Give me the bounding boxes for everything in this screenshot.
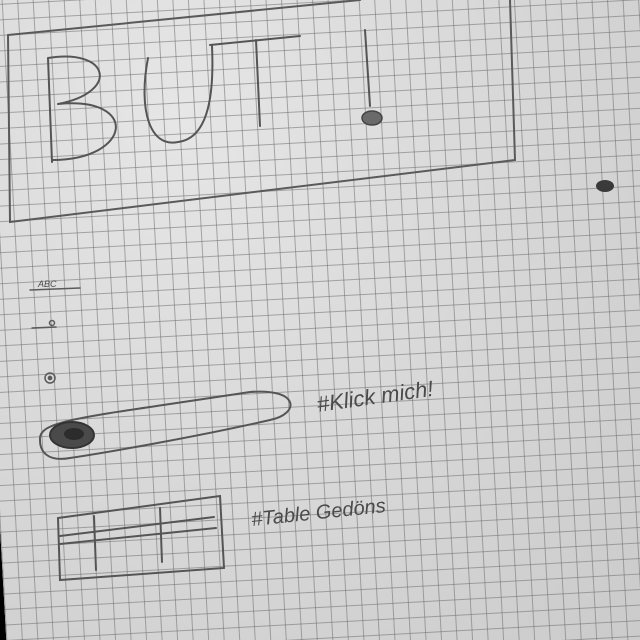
table-annotation: #Table Gedöns <box>250 495 386 531</box>
radio-underline <box>31 326 57 329</box>
pill-knob-shine <box>64 428 84 440</box>
small-circle-sketch <box>48 319 56 327</box>
small-widgets <box>29 287 81 384</box>
checkbox-underline <box>29 287 81 291</box>
radio-button-dot <box>47 375 53 381</box>
letter-exclamation <box>364 29 371 107</box>
letter-u <box>143 45 214 144</box>
exclamation-dot <box>361 110 383 126</box>
input-annotation: #Klick mich! <box>315 376 435 417</box>
radio-button-sketch <box>44 372 56 384</box>
button-lettering <box>47 29 371 163</box>
pill-input-sketch <box>38 390 292 460</box>
button-frame-top <box>7 0 361 36</box>
checkbox-label: ABC <box>37 279 57 289</box>
binder-hole <box>596 180 614 192</box>
letter-t <box>209 35 301 127</box>
table-outline <box>56 494 226 582</box>
table-row-line-1 <box>59 516 215 537</box>
table-sketch <box>56 494 226 582</box>
button-frame <box>7 0 517 224</box>
letter-b <box>47 55 117 163</box>
button-sketch <box>7 0 517 224</box>
table-row-line-2 <box>59 527 217 545</box>
table-col-line-2 <box>159 507 163 563</box>
table-col-line-1 <box>93 515 97 571</box>
pill-outline <box>38 390 292 460</box>
